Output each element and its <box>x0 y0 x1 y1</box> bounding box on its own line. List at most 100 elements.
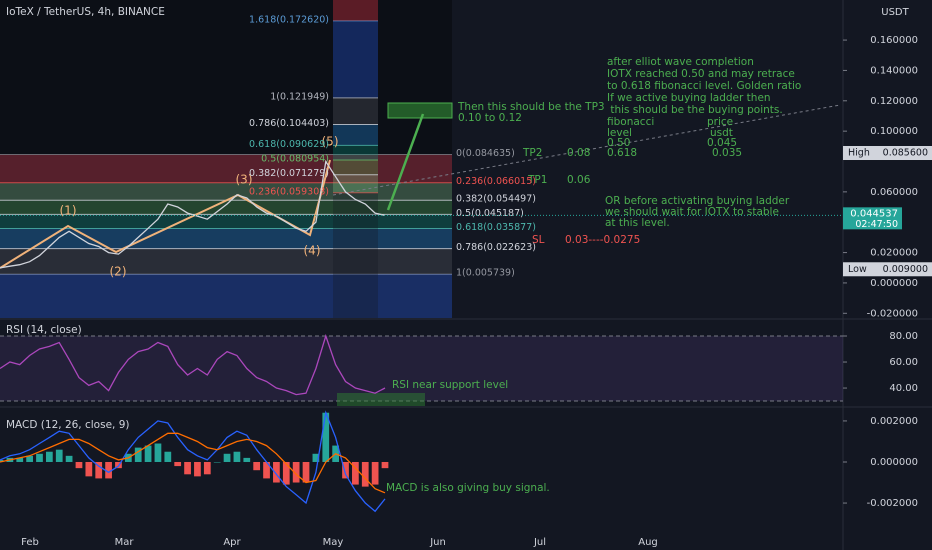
last-price-box <box>843 207 902 230</box>
histogram-bar <box>233 451 241 462</box>
histogram-bar <box>312 453 320 462</box>
fib-band <box>333 20 378 98</box>
y-tick-label: 0.100000 <box>870 126 918 137</box>
y-tick-label: 0.160000 <box>870 35 918 46</box>
rsi-box <box>337 393 425 406</box>
histogram-bar <box>164 451 172 462</box>
fib-band <box>333 0 378 21</box>
fib-label: 0.382(0.054497) <box>456 194 536 205</box>
fib-label: 0(0.084635) <box>456 148 515 159</box>
wave-label: (3) <box>236 173 253 187</box>
fib-label: 0.382(0.071279) <box>249 168 329 179</box>
wave-label: (4) <box>304 244 321 258</box>
histogram-bar <box>105 461 112 479</box>
y-tick-label: -0.002000 <box>867 498 918 509</box>
fib-band <box>0 0 452 155</box>
fib-band <box>333 160 378 175</box>
fib-band <box>0 182 452 201</box>
histogram-bar <box>243 457 251 462</box>
histogram-bar <box>273 461 280 483</box>
histogram-bar <box>36 453 43 462</box>
fib-band <box>0 214 452 229</box>
y-tick-label: 40.00 <box>889 383 918 394</box>
tp3-box <box>387 102 453 119</box>
fib-band <box>333 174 378 193</box>
fib-label: 0.618(0.035877) <box>456 222 536 233</box>
fib-label: 0.618(0.090629) <box>249 139 329 150</box>
sl-label: SL <box>532 234 545 246</box>
table-cell: 0.045 <box>707 137 737 149</box>
note-line: If we active buying ladder then <box>607 92 771 104</box>
histogram-bar <box>223 453 231 462</box>
note-line: this should be the buying points. <box>607 104 783 116</box>
fib-band <box>333 124 378 146</box>
fib-label: 0.5(0.080954) <box>261 154 329 165</box>
histogram-bar <box>65 455 73 462</box>
histogram-bar <box>154 443 162 462</box>
histogram-bar <box>174 461 182 467</box>
table-cell: fibonacci <box>607 116 654 128</box>
note-line: Then this should be the TP3 <box>457 101 605 113</box>
wave-label: (5) <box>322 135 339 149</box>
axis-unit: USDT <box>881 7 909 18</box>
macd-note: MACD is also giving buy signal. <box>386 482 550 494</box>
macd-line <box>0 410 386 513</box>
x-tick-label: Apr <box>223 537 241 548</box>
histogram-bar <box>16 457 24 462</box>
histogram-bar <box>0 459 4 462</box>
elliott-wave <box>0 159 331 269</box>
histogram-bar <box>282 461 290 485</box>
fib-label: 0.236(0.066015) <box>456 176 536 187</box>
rsi-note: RSI near support level <box>392 379 508 391</box>
wave-label: (1) <box>60 204 77 218</box>
y-tick-label: 0.000000 <box>870 278 918 289</box>
sl-value: 0.03----0.0275 <box>565 234 640 246</box>
fib-band <box>0 154 452 183</box>
tp-label: TP2 <box>522 147 542 159</box>
trend-line <box>332 104 841 196</box>
histogram-bar <box>184 461 191 475</box>
histogram-bar <box>342 461 349 479</box>
note-line: at this level. <box>605 217 670 229</box>
table-cell: 0.618 <box>607 147 637 159</box>
high-box <box>843 146 932 161</box>
histogram-bar <box>75 461 83 469</box>
histogram-bar <box>194 461 201 477</box>
note-line: to 0.618 fibonacci level. Golden ratio <box>607 80 801 92</box>
histogram-bar <box>352 461 359 485</box>
fib-label: 1.618(0.172620) <box>249 14 329 25</box>
histogram-bar <box>45 451 53 462</box>
histogram-bar <box>361 461 369 487</box>
histogram-bar <box>85 461 93 477</box>
fib-label: 0.5(0.045187) <box>456 208 524 219</box>
table-cell: usdt <box>710 127 733 139</box>
histogram-bar <box>381 461 389 469</box>
fib-band <box>0 200 452 215</box>
note-line: 0.10 to 0.12 <box>458 112 522 124</box>
histogram-bar <box>322 412 330 462</box>
countdown: 02:47:50 <box>855 219 898 230</box>
fib-label: 0.236(0.059308) <box>249 186 329 197</box>
last-price: 0.044537 <box>850 208 898 219</box>
histogram-bar <box>55 449 63 462</box>
low-label: 0.009000 <box>883 264 928 275</box>
note-line: OR before activating buying ladder <box>605 195 790 207</box>
fib-label: 0.786(0.022623) <box>456 242 536 253</box>
high-name: High <box>848 148 870 159</box>
x-tick-label: May <box>323 537 344 548</box>
histogram-bar <box>263 461 270 479</box>
histogram-bar <box>134 447 142 462</box>
fib-band <box>333 97 378 125</box>
table-cell: 0.50 <box>607 137 630 149</box>
histogram-bar <box>253 461 261 471</box>
rsi-band-fill <box>0 336 843 402</box>
fib-label: 0.786(0.104403) <box>249 118 329 129</box>
histogram-bar <box>144 445 152 462</box>
note-line: IOTX reached 0.50 and may retrace <box>607 68 795 80</box>
panel-title: MACD (12, 26, close, 9) <box>6 419 129 431</box>
x-tick-label: Mar <box>115 537 135 548</box>
fib-label: 1(0.121949) <box>270 91 329 102</box>
tp-value: 0.08 <box>567 147 590 159</box>
